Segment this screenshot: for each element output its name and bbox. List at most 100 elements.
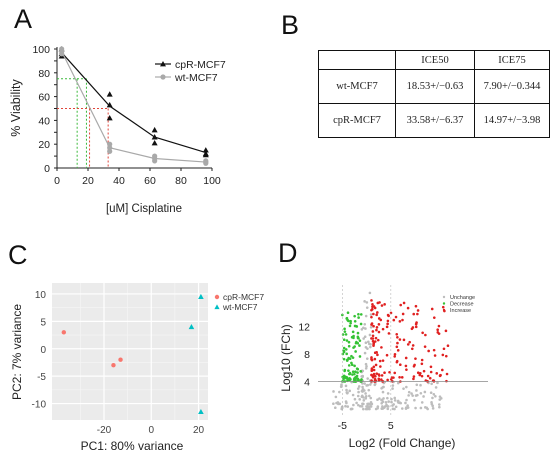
volcano-point-increase [376,311,379,314]
volcano-point-unchange [364,392,367,395]
volcano-point-unchange [404,406,408,410]
volcano-point-increase [393,371,397,375]
volcano-point-unchange [358,404,362,408]
volcano-point-unchange [338,390,341,394]
volcano-point-unchange [369,396,373,400]
volcano-point-increase [392,376,395,379]
volcano-point-increase [396,335,399,339]
volcano-point-unchange [378,397,381,400]
volcano-point-decrease [359,322,363,326]
volcano-point-increase [401,312,405,316]
volcano-point-increase [370,322,374,325]
volcano-point-unchange [438,405,441,409]
volcano-point-unchange [362,399,366,402]
volcano-point-decrease [343,330,347,333]
volcano-point-increase [414,322,418,326]
ic-table-cell: 18.53+/−0.63 [395,69,475,104]
x-tick-label: 20 [82,175,94,187]
legend-label: cpR-MCF7 [175,59,226,71]
volcano-point-increase [414,325,418,329]
legend-marker-decrease [442,302,446,305]
x-tick-label: 20 [193,425,205,436]
volcano-point-increase [441,353,445,357]
volcano-point-increase [371,330,375,333]
volcano-point-decrease [347,364,351,367]
data-point-cpR-MCF7 [202,147,209,153]
volcano-point-unchange [422,395,425,398]
volcano-point-increase [387,314,390,318]
volcano-point-increase [416,312,419,316]
volcano-point-unchange [381,405,384,408]
volcano-point-unchange [344,404,347,408]
volcano-point-increase [412,377,415,381]
volcano-point-unchange [364,345,368,349]
volcano-point-unchange [430,382,433,386]
y-axis-label: Log10 (FCh) [279,324,293,391]
volcano-point-unchange [393,396,397,400]
volcano-point-decrease [342,349,346,353]
volcano-point-increase [395,360,399,364]
legend-marker-unchange [442,295,446,299]
volcano-point-increase [420,358,424,362]
volcano-point-increase [372,344,375,347]
legend-label: Decrease [450,302,474,308]
volcano-point-increase [412,312,416,316]
volcano-point-unchange [368,394,371,398]
volcano-point-unchange [349,407,353,411]
volcano-point-increase [400,376,404,379]
volcano-point-unchange [400,407,404,410]
volcano-point-unchange [368,333,372,337]
x-axis-label: Log2 (Fold Change) [349,436,456,450]
volcano-point-unchange [391,384,395,387]
volcano-point-increase [381,359,385,362]
volcano-point-increase [438,374,442,378]
volcano-point-unchange [376,405,380,408]
volcano-point-decrease [356,341,360,345]
volcano-point-increase [374,336,378,340]
volcano-point-unchange [407,394,410,397]
volcano-point-unchange [430,402,434,406]
volcano-point-unchange [357,390,360,394]
volcano-point-unchange [358,398,361,401]
volcano-point-increase [383,303,386,306]
volcano-point-increase [402,338,406,342]
volcano-point-increase [376,353,379,357]
volcano-point-increase [426,374,430,378]
volcano-point-unchange [411,394,414,397]
volcano-point-decrease [348,324,352,328]
volcano-point-unchange [345,388,348,392]
data-point-cpR-MCF7 [118,357,123,362]
data-point-cpR-MCF7 [106,91,113,97]
volcano-point-increase [387,332,391,335]
x-tick-label: 100 [203,175,221,187]
ic-table-cell: 14.97+/−3.98 [474,103,550,138]
volcano-point-increase [398,338,402,341]
volcano-point-unchange [364,394,368,398]
volcano-point-increase [432,316,436,319]
x-axis-label: PC1: 80% variance [81,439,184,453]
data-point-cpR-MCF7 [151,140,158,146]
volcano-point-unchange [390,397,393,401]
volcano-point-increase [370,308,373,312]
volcano-point-unchange [357,385,361,388]
volcano-point-unchange [413,398,416,402]
volcano-point-increase [370,374,374,377]
volcano-point-decrease [343,369,346,373]
volcano-point-decrease [355,376,358,380]
volcano-point-unchange [437,403,441,406]
volcano-point-unchange [405,398,408,402]
volcano-point-decrease [357,312,360,316]
volcano-point-increase [427,349,430,353]
volcano-point-increase [406,306,410,310]
volcano-point-decrease [359,313,363,316]
volcano-point-unchange [410,392,413,395]
volcano-point-increase [370,299,373,302]
volcano-point-unchange [332,402,335,406]
volcano-point-decrease [353,319,357,323]
data-point-cpR-MCF7 [106,101,113,108]
volcano-point-increase [398,320,402,323]
y-tick-label: 8 [304,349,310,361]
volcano-point-increase [375,372,379,375]
